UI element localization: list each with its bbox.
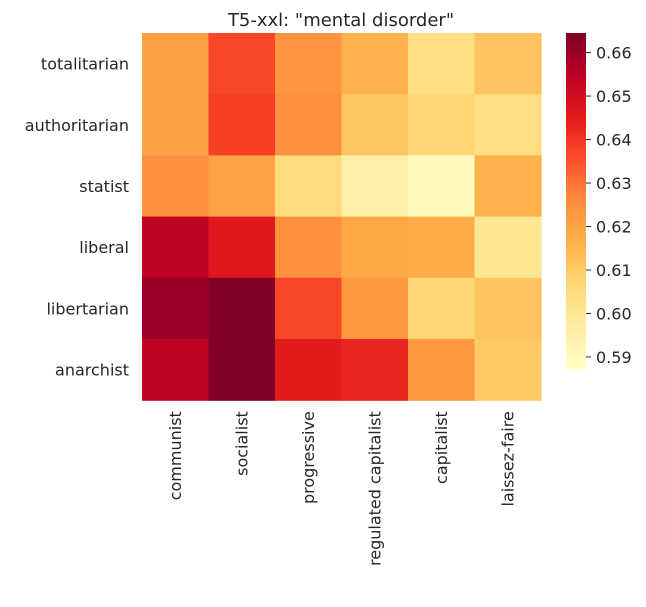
heatmap-cell (142, 339, 210, 401)
x-tick-label: progressive (299, 411, 318, 504)
heatmap-cell (341, 94, 409, 156)
heatmap-cell (341, 216, 409, 279)
heatmap-cell (142, 277, 210, 340)
x-tick-label: socialist (233, 411, 252, 476)
heatmap-cell (408, 216, 476, 279)
x-axis-labels: communist socialist progressive regulated c… (166, 411, 518, 566)
heatmap-cell (142, 155, 210, 218)
heatmap-cell (208, 33, 276, 95)
heatmap-cell (341, 155, 409, 218)
colorbar-tick-label: 0.62 (596, 218, 632, 237)
colorbar-tick-label: 0.61 (596, 261, 632, 280)
x-tick-label: communist (166, 411, 185, 500)
heatmap-cell (341, 33, 409, 95)
chart-title: T5-xxl: "mental disorder" (227, 10, 454, 31)
heatmap-cell (275, 216, 343, 279)
colorbar-tick-label: 0.59 (596, 348, 632, 367)
y-tick-label: totalitarian (41, 55, 129, 74)
heatmap-cell (142, 33, 210, 95)
heatmap-cell (408, 277, 476, 340)
heatmap-cell (275, 339, 343, 401)
heatmap-cell (341, 277, 409, 340)
heatmap-cell (208, 339, 276, 401)
heatmap-cell (275, 277, 343, 340)
y-tick-label: liberal (79, 238, 129, 257)
y-tick-label: statist (79, 177, 129, 196)
heatmap-cell (208, 155, 276, 218)
x-tick-label: laissez-faire (499, 411, 518, 506)
x-tick-label: capitalist (432, 411, 451, 484)
colorbar-tick-label: 0.65 (596, 87, 632, 106)
heatmap-cell (341, 339, 409, 401)
heatmap-cell (474, 94, 542, 156)
heatmap-cell (474, 155, 542, 218)
heatmap-cells (142, 33, 542, 401)
heatmap-cell (474, 216, 542, 279)
heatmap-cell (208, 277, 276, 340)
heatmap-cell (142, 94, 210, 156)
x-tick-label: regulated capitalist (366, 411, 385, 566)
heatmap-cell (474, 277, 542, 340)
heatmap-cell (142, 216, 210, 279)
y-axis-labels: totalitarian authoritarian statist liberal l… (25, 55, 129, 380)
heatmap-cell (275, 94, 343, 156)
heatmap-cell (275, 155, 343, 218)
colorbar-tick-label: 0.66 (596, 44, 632, 63)
heatmap-cell (408, 94, 476, 156)
y-tick-label: libertarian (46, 299, 129, 318)
heatmap-cell (408, 33, 476, 95)
heatmap-cell (275, 33, 343, 95)
heatmap-cell (208, 94, 276, 156)
colorbar-ticks: 0.59 0.60 0.61 0.62 0.63 0.64 0.65 0.66 (586, 44, 632, 367)
heatmap-cell (408, 339, 476, 401)
heatmap-cell (474, 33, 542, 95)
heatmap-cell (208, 216, 276, 279)
y-tick-label: authoritarian (25, 116, 129, 135)
colorbar-tick-label: 0.60 (596, 304, 632, 323)
colorbar-tick-label: 0.63 (596, 174, 632, 193)
y-tick-label: anarchist (55, 361, 129, 380)
heatmap-cell (474, 339, 542, 401)
heatmap-cell (408, 155, 476, 218)
colorbar-tick-label: 0.64 (596, 131, 632, 150)
colorbar (566, 33, 586, 370)
